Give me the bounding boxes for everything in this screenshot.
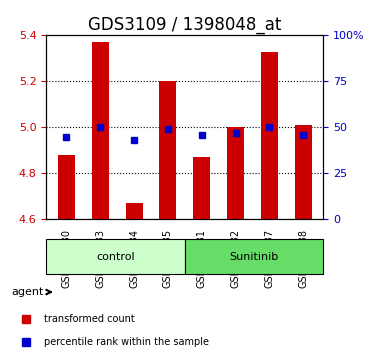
Bar	[227, 127, 244, 219]
Bar	[193, 157, 210, 219]
Bar	[159, 81, 176, 219]
Bar	[126, 203, 142, 219]
FancyBboxPatch shape	[46, 239, 185, 274]
FancyBboxPatch shape	[185, 239, 323, 274]
Bar	[261, 52, 278, 219]
Bar	[58, 155, 75, 219]
Text: control: control	[96, 252, 135, 262]
Text: Sunitinib: Sunitinib	[229, 252, 279, 262]
Title: GDS3109 / 1398048_at: GDS3109 / 1398048_at	[88, 16, 281, 34]
Text: agent: agent	[12, 287, 51, 297]
Bar	[295, 125, 311, 219]
Text: transformed count: transformed count	[44, 314, 134, 325]
Text: percentile rank within the sample: percentile rank within the sample	[44, 337, 209, 348]
Bar	[92, 42, 109, 219]
